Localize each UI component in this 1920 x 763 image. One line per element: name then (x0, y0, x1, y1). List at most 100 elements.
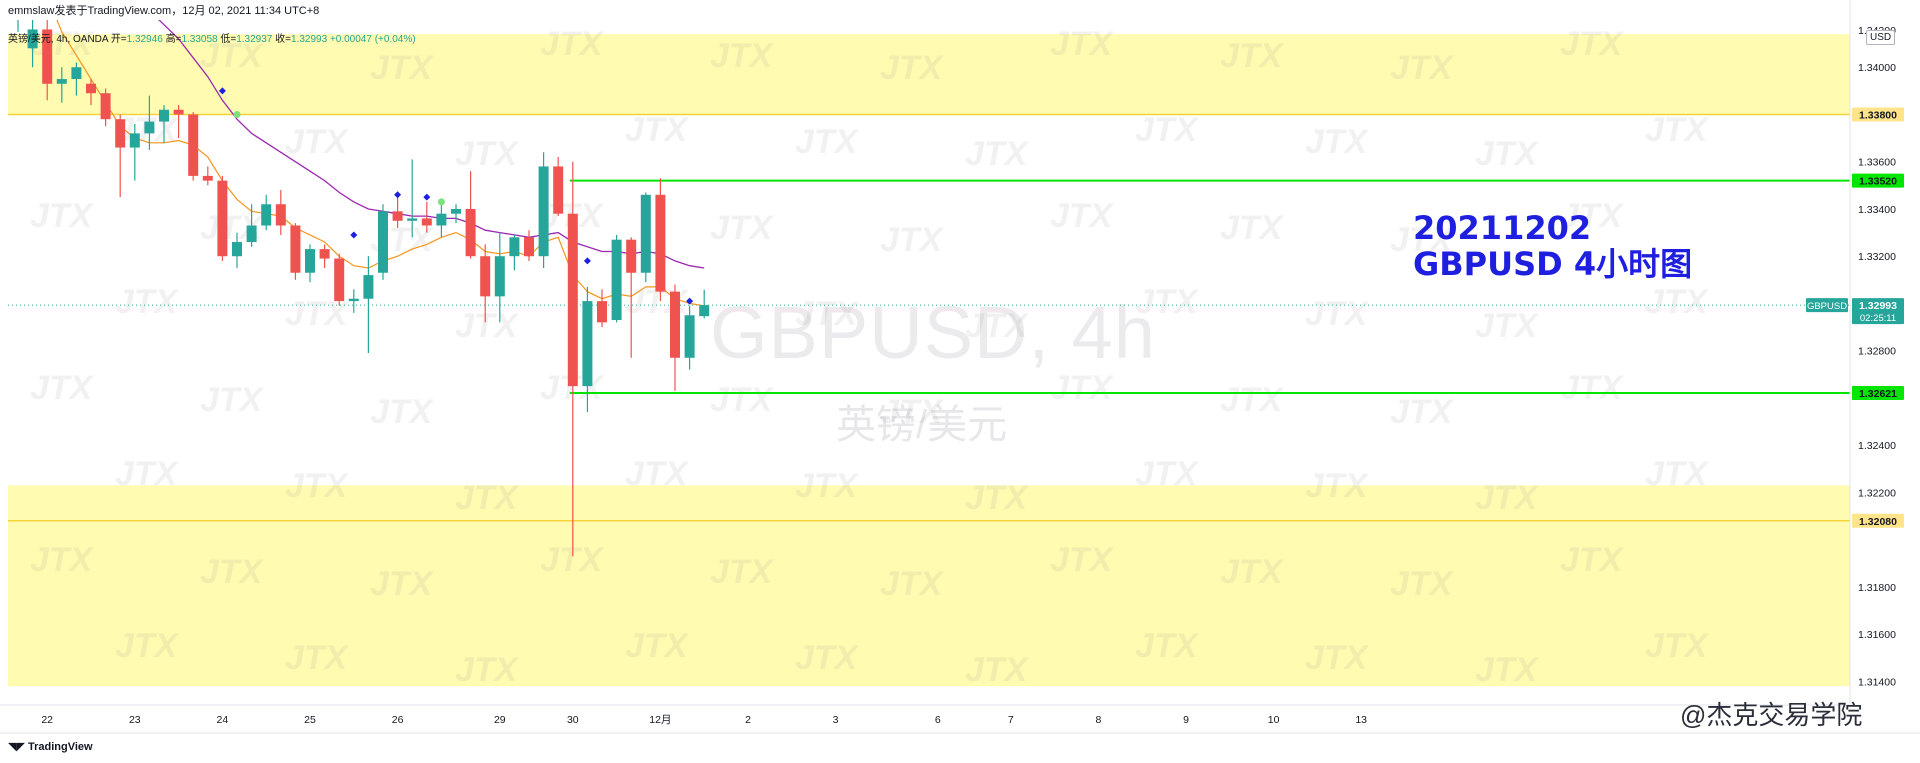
bearish-candle (100, 88, 111, 127)
jtx-watermark-icon: JTX (1475, 135, 1540, 173)
jtx-watermark-icon: JTX (1220, 381, 1285, 419)
jtx-watermark-icon: JTX (200, 37, 265, 75)
candle-body (290, 225, 301, 273)
candle-body (129, 133, 140, 148)
bullish-candle (582, 286, 593, 413)
legend-low-label: 低= (220, 34, 237, 45)
legend-high-label: 高= (165, 34, 182, 45)
jtx-watermark-icon: JTX (1390, 221, 1455, 259)
bearish-candle (670, 284, 680, 391)
jtx-watermark-icon: JTX (285, 467, 350, 505)
candle-body (173, 109, 184, 115)
legend-close-label: 收= (275, 34, 291, 45)
time-tick-label: 30 (567, 714, 579, 726)
chart-annotation: 20211202 GBPUSD 4小时图 (1413, 210, 1692, 282)
bearish-candle (290, 223, 301, 280)
price-tick-label: 1.31400 (1858, 676, 1896, 688)
bearish-candle (655, 178, 666, 302)
level-price-badge-text: 1.33520 (1859, 176, 1897, 188)
bullish-candle (378, 204, 388, 280)
jtx-watermark-icon: JTX (1220, 37, 1285, 75)
time-tick-label: 25 (304, 714, 316, 726)
candle-body (188, 114, 199, 176)
bullish-candle (611, 234, 622, 323)
support-resistance-zone (8, 34, 1850, 115)
ohlc-legend: 英镑/美元, 4h, OANDA 开=1.32946 高=1.33058 低=1… (8, 30, 416, 45)
candle-body (348, 298, 359, 302)
bullish-candle (684, 305, 695, 370)
jtx-watermark-icon: JTX (30, 197, 95, 235)
candle-body (670, 291, 680, 358)
candle-body (465, 208, 476, 257)
tradingview-logo-icon: ◥◤ (8, 741, 25, 753)
jtx-watermark-icon: JTX (965, 135, 1030, 173)
annotation-date: 20211202 (1413, 209, 1592, 247)
last-price-badge-text: 1.32993 (1859, 300, 1897, 312)
jtx-watermark-icon: JTX (1390, 49, 1455, 87)
bearish-candle (392, 194, 403, 228)
jtx-watermark-icon: JTX (540, 25, 605, 63)
bearish-candle (480, 244, 491, 323)
time-tick-label: 24 (217, 714, 229, 726)
jtx-watermark-icon: JTX (625, 111, 690, 149)
jtx-watermark-icon: JTX (30, 369, 95, 407)
price-tick-label: 1.32200 (1858, 487, 1896, 499)
annotation-subject: GBPUSD 4小时图 (1413, 245, 1693, 283)
description-watermark: 英镑/美元 (836, 403, 1008, 447)
signal-diamond (583, 257, 591, 265)
legend-low: 1.32937 (236, 34, 273, 45)
jtx-watermark-icon: JTX (795, 295, 860, 333)
jtx-watermark-icon: JTX (710, 381, 775, 419)
jtx-watermark-icon: JTX (455, 479, 520, 517)
symbol-tag-text: GBPUSD (1807, 301, 1847, 312)
jtx-watermark-icon: JTX (1135, 627, 1200, 665)
bullish-candle (451, 204, 461, 224)
bearish-candle (465, 171, 476, 259)
jtx-watermark-icon: JTX (880, 49, 945, 87)
bullish-candle (144, 95, 155, 150)
signal-diamond (394, 191, 402, 199)
jtx-watermarks: JTX JTX JTX JTX JTX JTX JTX JTX JTX JTX JTX JTX JTX J… (30, 25, 1710, 689)
candle-body (159, 109, 169, 122)
candle-body (626, 239, 637, 273)
bullish-candle (538, 152, 549, 269)
candle-body (421, 218, 432, 226)
bullish-candle (129, 123, 140, 181)
jtx-watermark-icon: JTX (1645, 627, 1710, 665)
zone-price-badge: 1.32080 (1852, 513, 1904, 528)
jtx-watermark-icon: JTX (1475, 479, 1540, 517)
signal-dot (437, 198, 445, 206)
bullish-candle (509, 234, 520, 271)
bearish-candle (42, 20, 53, 101)
candle-body (319, 249, 330, 259)
price-tick-label: 1.31800 (1858, 582, 1896, 594)
bullish-candle (640, 192, 651, 283)
candle-body (363, 275, 374, 299)
level-price-badge: 1.32621 (1852, 385, 1904, 400)
candle-body (115, 119, 126, 148)
candle-body (378, 211, 388, 273)
bearish-candle (86, 79, 96, 106)
candle-body (436, 213, 447, 226)
candle-body (611, 239, 622, 320)
time-tick-label: 6 (935, 714, 941, 726)
currency-badge[interactable]: USD (1866, 30, 1896, 45)
bearish-candle (173, 105, 184, 139)
bullish-candle (27, 20, 38, 68)
bullish-candle (56, 67, 67, 103)
bullish-candle (494, 232, 505, 323)
jtx-watermark-icon: JTX (1050, 25, 1115, 63)
jtx-watermark-icon: JTX (795, 123, 860, 161)
candle-body (655, 194, 666, 292)
legend-symbol: 英镑/美元, 4h, OANDA (8, 34, 109, 45)
candle-body (305, 249, 315, 273)
tradingview-brand[interactable]: ◥◤ TradingView (8, 740, 93, 753)
jtx-watermark-icon: JTX (795, 639, 860, 677)
bearish-candle (202, 166, 213, 186)
time-tick-label: 9 (1183, 714, 1189, 726)
jtx-watermark-icon: JTX (710, 37, 775, 75)
jtx-watermark-icon: JTX (455, 651, 520, 689)
bearish-candle (553, 157, 564, 217)
candle-body (407, 218, 418, 221)
